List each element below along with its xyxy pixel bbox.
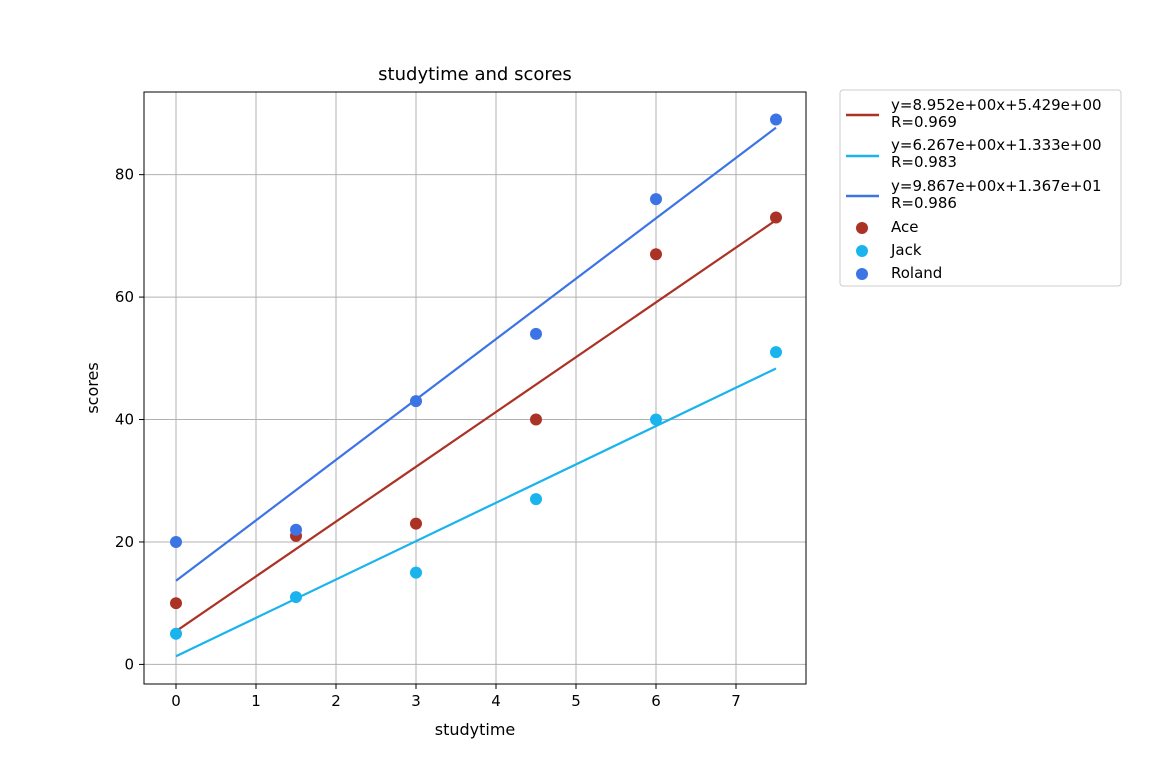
grid [144, 92, 806, 684]
axis-ticks: 0 1 2 3 4 5 6 7 0 20 40 60 80 [115, 166, 741, 710]
fit-line-jack [175, 367, 777, 658]
legend-series-ace: Ace [891, 218, 918, 236]
point-ace [170, 597, 182, 610]
legend-fit-r-jack: R=0.983 [891, 153, 957, 171]
point-jack [170, 627, 182, 640]
point-roland [770, 113, 782, 126]
legend-fit-label-roland: y=9.867e+00x+1.367e+01 [891, 177, 1102, 195]
y-tick-label: 80 [115, 166, 134, 184]
x-axis-label: studytime [435, 720, 516, 739]
legend-fit-label-jack: y=6.267e+00x+1.333e+00 [891, 136, 1102, 154]
fit-lines [175, 126, 777, 658]
legend-marker-ace [856, 222, 868, 234]
legend-fit-r-roland: R=0.986 [891, 194, 957, 212]
y-tick-label: 20 [115, 533, 134, 551]
fit-line-ace [175, 219, 777, 633]
point-roland [530, 327, 542, 340]
legend-series-jack: Jack [890, 241, 922, 259]
data-points [170, 113, 782, 640]
point-ace [410, 517, 422, 530]
point-jack [770, 346, 782, 359]
y-axis-label: scores [83, 362, 102, 413]
legend: y=8.952e+00x+5.429e+00 R=0.969 y=6.267e+… [839, 89, 1122, 287]
legend-marker-jack [856, 245, 868, 257]
x-tick-label: 1 [251, 692, 261, 710]
legend-marker-roland [856, 268, 868, 280]
legend-frame [839, 89, 1122, 287]
point-roland [410, 395, 422, 408]
point-roland [290, 523, 302, 536]
y-tick-label: 0 [124, 655, 134, 673]
point-jack [290, 591, 302, 604]
x-tick-label: 5 [571, 692, 581, 710]
x-tick-label: 7 [731, 692, 741, 710]
fit-line-roland [175, 126, 777, 582]
point-roland [170, 535, 182, 548]
point-jack [530, 493, 542, 506]
y-tick-label: 40 [115, 411, 134, 429]
x-tick-label: 6 [651, 692, 661, 710]
x-tick-label: 0 [171, 692, 181, 710]
y-tick-label: 60 [115, 288, 134, 306]
point-jack [650, 413, 662, 426]
point-ace [650, 248, 662, 261]
x-tick-label: 4 [491, 692, 501, 710]
x-tick-label: 3 [411, 692, 421, 710]
x-tick-label: 2 [331, 692, 341, 710]
legend-series-roland: Roland [891, 264, 942, 282]
point-jack [410, 566, 422, 579]
chart-title: studytime and scores [378, 64, 572, 85]
legend-fit-r-ace: R=0.969 [891, 113, 957, 131]
point-roland [650, 193, 662, 206]
point-ace [530, 413, 542, 426]
legend-fit-label-ace: y=8.952e+00x+5.429e+00 [891, 96, 1102, 114]
plot-frame [143, 91, 807, 685]
point-ace [770, 211, 782, 224]
